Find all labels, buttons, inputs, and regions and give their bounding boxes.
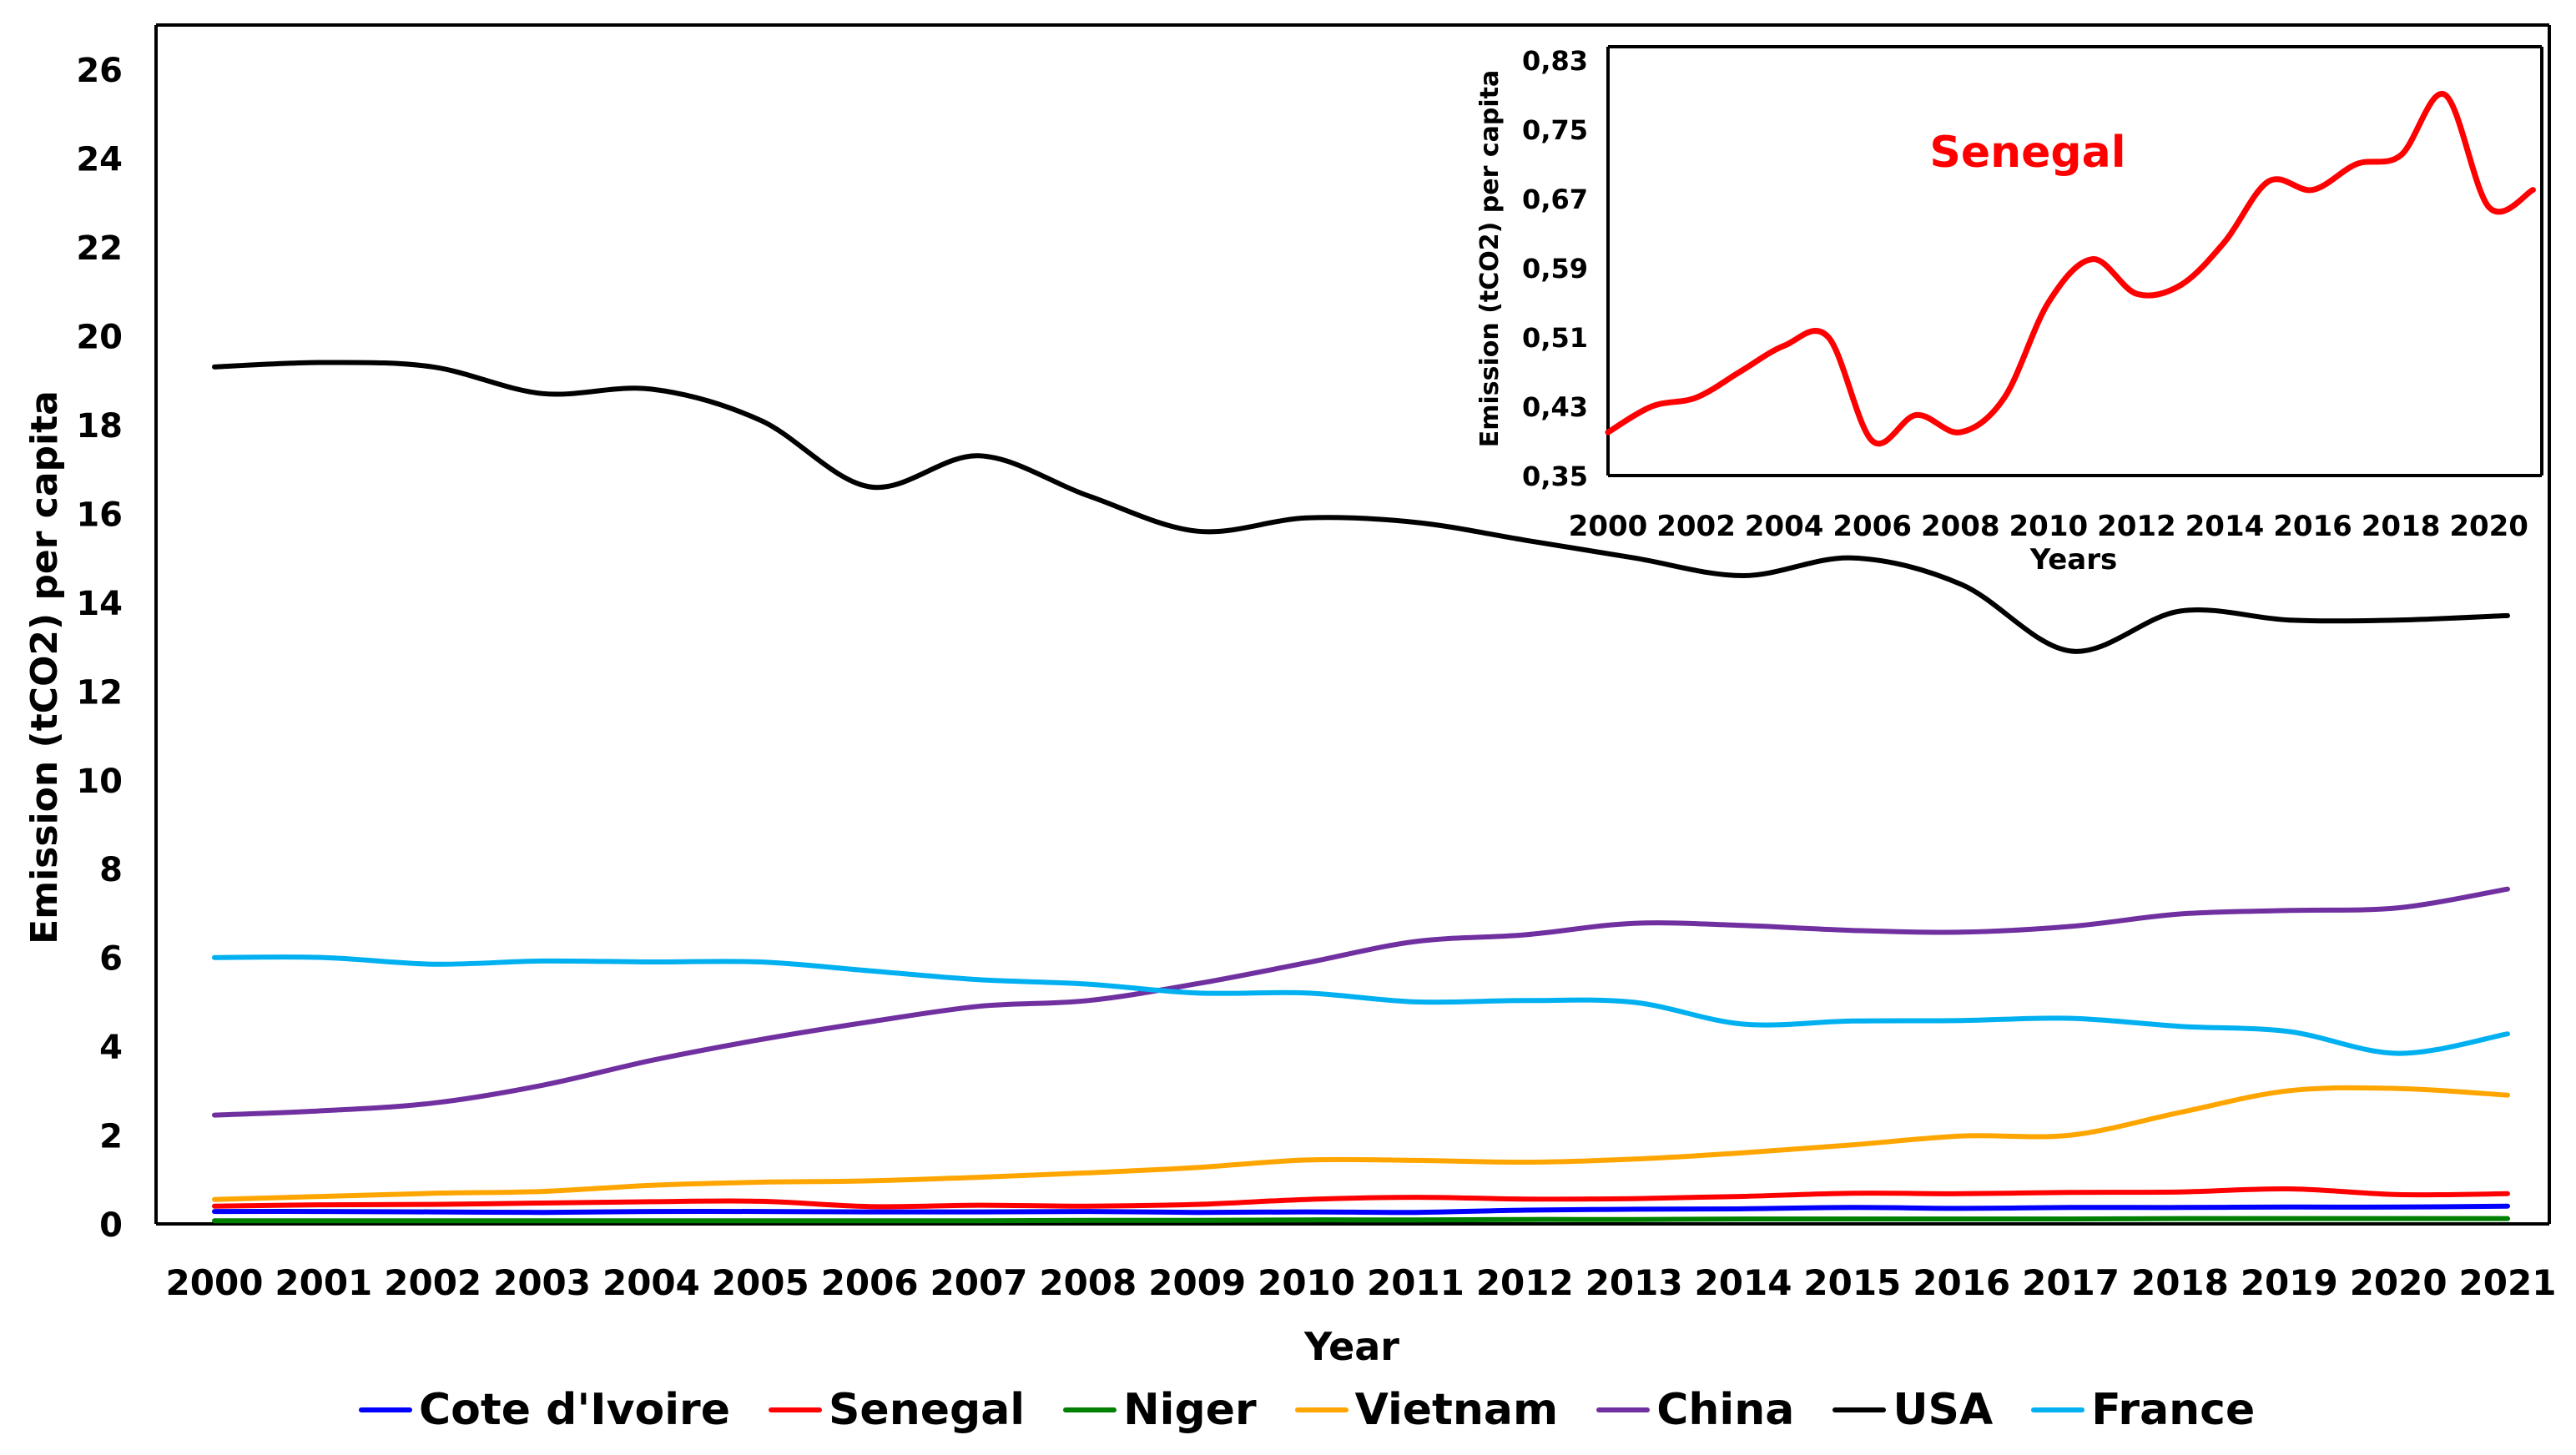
- series-line-france: [212, 954, 2510, 1056]
- main-x-tick-label: 2019: [2241, 1262, 2338, 1303]
- legend-label: Cote d'Ivoire: [419, 1385, 730, 1435]
- main-x-tick-label: 2011: [1367, 1262, 1464, 1303]
- inset-y-tick-label: 0,51: [1522, 322, 1588, 354]
- main-x-tick-label: 2009: [1148, 1262, 1246, 1303]
- main-x-tick-label: 2005: [712, 1262, 809, 1303]
- main-y-tick-label: 16: [76, 496, 123, 534]
- inset-x-tick-label: 2018: [2362, 510, 2441, 543]
- inset-x-tick-labels: 2000 2002 2004 2006 2008 2010 2012 2014 2016 2018…: [1569, 510, 2528, 543]
- legend-swatch: [359, 1407, 412, 1412]
- senegal-inset-chart: 0,350,430,510,590,670,750,83 2000 2002 200…: [1475, 45, 2543, 576]
- main-series-lines: [212, 360, 2510, 1224]
- legend-label: Niger: [1123, 1385, 1257, 1435]
- series-line-china: [212, 886, 2510, 1118]
- inset-y-tick-label: 0,59: [1522, 253, 1588, 284]
- main-x-tick-label: 2006: [821, 1262, 919, 1303]
- inset-y-tick-label: 0,83: [1522, 45, 1588, 77]
- inset-x-tick-label: 2000: [1569, 510, 1648, 543]
- main-y-tick-label: 10: [76, 763, 123, 801]
- inset-title: Senegal: [1929, 128, 2125, 178]
- inset-x-tick-label: 2020: [2449, 510, 2528, 543]
- legend-item: Vietnam: [1294, 1385, 1559, 1435]
- inset-x-tick-label: 2004: [1745, 510, 1824, 543]
- main-y-tick-label: 22: [76, 229, 123, 268]
- inset-x-tick-label: 2010: [2009, 510, 2089, 543]
- main-x-tick-label: 2012: [1476, 1262, 1574, 1303]
- main-y-tick-label: 2: [99, 1118, 123, 1156]
- main-x-axis-label: Year: [1303, 1324, 1399, 1369]
- legend-swatch: [2031, 1407, 2085, 1412]
- main-y-tick-label: 26: [76, 52, 123, 90]
- main-x-tick-label: 2004: [602, 1262, 700, 1303]
- main-y-axis-label: Emission (tCO2) per capita: [23, 390, 66, 944]
- main-x-tick-label: 2020: [2350, 1262, 2447, 1303]
- inset-x-tick-label: 2006: [1832, 510, 1912, 543]
- legend-label: Senegal: [828, 1385, 1026, 1435]
- main-x-tick-label: 2018: [2131, 1262, 2229, 1303]
- main-x-tick-label: 2013: [1585, 1262, 1683, 1303]
- inset-x-tick-label: 2014: [2185, 510, 2265, 543]
- main-y-tick-label: 12: [76, 673, 123, 712]
- main-y-tick-label: 24: [76, 141, 123, 179]
- main-x-tick-label: 2008: [1039, 1262, 1137, 1303]
- main-y-tick-label: 14: [76, 585, 123, 623]
- series-line-usa: [212, 360, 2510, 654]
- series-line-vietnam: [212, 1085, 2510, 1202]
- main-x-tick-label: 2001: [275, 1262, 372, 1303]
- main-x-tick-labels: 2000 2001 2002 2003 2004 2005 2006 2007 2008 2009…: [166, 1262, 2557, 1303]
- series-line-senegal: [212, 1186, 2510, 1210]
- main-x-tick-label: 2016: [1913, 1262, 2010, 1303]
- legend-item: USA: [1832, 1385, 1993, 1435]
- inset-x-tick-label: 2016: [2273, 510, 2352, 543]
- inset-x-tick-label: 2008: [1921, 510, 2000, 543]
- main-y-tick-label: 8: [99, 851, 123, 889]
- main-x-tick-label: 2017: [2022, 1262, 2120, 1303]
- main-y-tick-label: 4: [99, 1029, 123, 1067]
- main-y-tick-label: 18: [76, 407, 123, 446]
- main-x-tick-label: 2000: [166, 1262, 264, 1303]
- series-line-cote-d-ivoire: [212, 1203, 2510, 1216]
- inset-y-tick-label: 0,35: [1522, 461, 1588, 492]
- inset-y-tick-labels: 0,35 0,43 0,51 0,59 0,67 0,75 0,83: [1522, 45, 1588, 492]
- legend-item: Niger: [1063, 1385, 1257, 1435]
- main-x-tick-label: 2010: [1258, 1262, 1355, 1303]
- inset-background: [1606, 47, 2543, 477]
- main-y-tick-label: 0: [99, 1206, 123, 1245]
- legend-label: China: [1656, 1385, 1795, 1435]
- inset-y-tick-label: 0,75: [1522, 114, 1588, 146]
- legend-swatch: [1063, 1407, 1117, 1412]
- legend-swatch: [1294, 1407, 1348, 1412]
- inset-x-tick-label: 2002: [1656, 510, 1736, 543]
- main-x-tick-label: 2015: [1803, 1262, 1901, 1303]
- main-x-tick-label: 2007: [930, 1262, 1028, 1303]
- legend-item: China: [1596, 1385, 1794, 1435]
- inset-y-axis-label: Emission (tCO2) per capita: [1475, 70, 1505, 447]
- legend-swatch: [1832, 1407, 1887, 1412]
- inset-x-tick-label: 2012: [2097, 510, 2176, 543]
- legend-swatch: [1596, 1407, 1651, 1412]
- legend-label: France: [2091, 1385, 2256, 1435]
- inset-x-axis-label: Years: [2029, 543, 2118, 576]
- legend-swatch: [768, 1407, 822, 1412]
- series-line-niger: [212, 1216, 2510, 1224]
- main-x-tick-label: 2014: [1695, 1262, 1792, 1303]
- inset-y-tick-label: 0,67: [1522, 184, 1588, 215]
- main-x-tick-label: 2002: [384, 1262, 481, 1303]
- main-x-tick-label: 2003: [493, 1262, 591, 1303]
- main-x-tick-label: 2021: [2459, 1262, 2557, 1303]
- legend-item: Senegal: [768, 1385, 1026, 1435]
- legend: Cote d'Ivoire Senegal Niger Vietnam China USA…: [359, 1377, 2293, 1443]
- inset-y-tick-label: 0,43: [1522, 391, 1588, 423]
- legend-label: USA: [1893, 1385, 1994, 1435]
- inset-series-lines: [1605, 91, 2536, 446]
- legend-item: France: [2031, 1385, 2255, 1435]
- inset-series-line-senegal: [1605, 91, 2536, 446]
- main-y-tick-label: 20: [76, 319, 123, 357]
- legend-label: Vietnam: [1354, 1385, 1559, 1435]
- main-y-tick-label: 6: [99, 940, 123, 979]
- legend-item: Cote d'Ivoire: [359, 1385, 730, 1435]
